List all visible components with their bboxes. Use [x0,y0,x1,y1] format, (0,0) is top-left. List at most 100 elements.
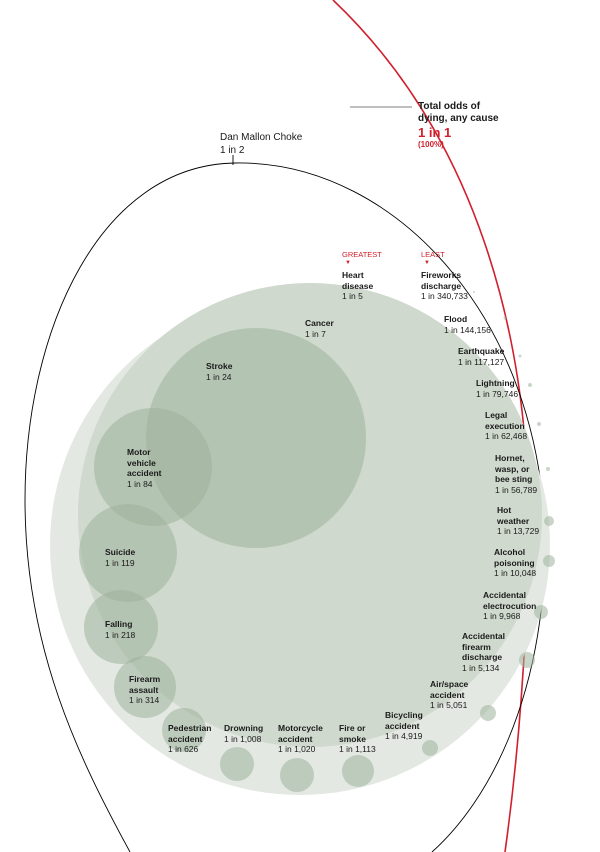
cause-odds: 1 in 5,051 [430,700,468,710]
total-odds-value: 1 in 1 [418,125,452,140]
total-odds-percent: (100%) [418,140,444,149]
label-legal-execution: Legal execution 1 in 62,468 [485,410,527,442]
cause-name: accident [168,733,203,744]
bubble-motor-vehicle-accident [94,408,212,526]
cause-odds: 1 in 314 [129,695,160,705]
cause-name: Cancer [305,318,334,328]
cause-name: accident [430,689,465,700]
label-pedestrian-accident: Pedestrian accident 1 in 626 [168,723,211,755]
cause-name: Legal [485,410,508,420]
label-bicycling-accident: Bicycling accident 1 in 4,919 [385,710,423,742]
cause-name: firearm [462,641,491,652]
cause-odds: 1 in 9,968 [483,611,521,621]
label-lightning: Lightning 1 in 79,746 [476,378,518,399]
label-firearm-assault: Firearm assault 1 in 314 [129,674,160,706]
bubble-accidental-electrocution [534,605,548,619]
dan-name: Dan Mallon Choke [220,132,303,143]
bubble-falling [84,590,158,664]
cause-name: Fire or [339,723,366,733]
cause-name: discharge [421,280,462,291]
cause-name: Falling [105,619,133,629]
label-earthquake: Earthquake 1 in 117,127 [458,346,504,367]
bubble-motorcycle-accident [280,758,314,792]
cause-odds: 1 in 79,746 [476,388,519,399]
cause-name: Hot [497,505,512,515]
greatest-label: GREATEST [342,250,382,259]
cause-name: Lightning [476,378,515,388]
cause-name: Pedestrian [168,723,212,733]
label-heart-disease: Heart disease 1 in 5 [342,270,373,302]
cause-odds: 1 in 1,020 [278,744,316,754]
cause-odds: 1 in 4,919 [385,731,423,741]
cause-name: disease [342,280,374,291]
cause-odds: 1 in 13,729 [497,526,540,536]
cause-odds: 1 in 24 [206,371,232,382]
bubble-bicycling-accident [422,740,438,756]
cause-name: Accidental [462,631,505,641]
cause-name: Bicycling [385,710,423,720]
bubble-alcohol-poisoning [543,555,555,567]
bubble-flood [503,316,507,320]
cause-odds: 1 in 62,468 [485,431,528,441]
label-motorcycle-accident: Motorcycle accident 1 in 1,020 [278,723,323,755]
cause-odds: 1 in 218 [105,629,136,640]
label-motor-vehicle-accident: Motor vehicle accident 1 in 84 [127,447,162,489]
cause-odds: 1 in 117,127 [458,356,505,367]
cause-name: execution [485,420,525,431]
cause-odds: 1 in 10,048 [494,568,537,578]
cause-name: Motor [127,447,151,457]
label-stroke: Stroke 1 in 24 [206,361,232,382]
cause-name: smoke [339,733,366,744]
least-arrow-icon: ▼ [424,260,430,266]
cause-name: Alcohol [494,547,526,557]
dan-label: Dan Mallon Choke 1 in 2 [220,131,302,157]
bubble-legal-execution [537,422,541,426]
bubble-suicide [79,504,177,602]
bubble-earthquake [518,354,522,358]
label-accidental-electrocution: Accidental electrocution 1 in 9,968 [483,590,536,622]
label-fireworks-discharge: Fireworks discharge 1 in 340,733 [421,270,468,302]
cause-name: assault [129,684,159,695]
cause-name: Motorcycle [278,723,323,733]
cause-odds: 1 in 1,113 [339,744,376,754]
cause-odds: 1 in 5,134 [462,662,500,673]
label-flood: Flood 1 in 144,156 [444,314,491,335]
cause-name: Suicide [105,547,136,557]
cause-name: wasp, or [495,463,530,474]
label-fire-or-smoke: Fire or smoke 1 in 1,113 [339,723,376,755]
bubble-lightning [528,383,532,387]
total-odds-label: Total odds of dying, any cause 1 in 1 (1… [418,101,499,151]
total-title-line2: dying, any cause [418,113,499,124]
label-accidental-firearm-discharge: Accidental firearm discharge 1 in 5,134 [462,631,505,673]
total-title-line1: Total odds of [418,101,481,112]
cause-name: poisoning [494,557,535,568]
cause-odds: 1 in 56,789 [495,484,538,495]
cause-name: Flood [444,314,468,324]
label-drowning: Drowning 1 in 1,008 [224,723,263,744]
cause-name: bee sting [495,474,533,484]
cause-name: discharge [462,652,503,662]
label-hot-weather: Hot weather 1 in 13,729 [497,505,539,537]
label-hornet-wasp-or-bee-sting: Hornet, wasp, or bee sting 1 in 56,789 [495,453,537,495]
cause-odds: 1 in 144,156 [444,324,491,335]
cause-odds: 1 in 84 [127,478,153,489]
label-air-space-accident: Air/space accident 1 in 5,051 [430,679,468,711]
cause-name: Earthquake [458,346,505,356]
cause-name: Fireworks [421,270,462,280]
dan-mallon-ring [24,162,546,852]
cause-name: Drowning [224,723,264,733]
cause-name: Firearm [129,674,161,684]
dan-odds: 1 in 2 [220,145,245,156]
bubble-firearm-assault [114,656,176,718]
bubble-hot-weather [544,516,554,526]
cause-odds: 1 in 1,008 [224,733,262,744]
bubble-pedestrian-accident [162,708,206,752]
cause-odds: 1 in 7 [305,328,326,339]
bubble-fire-or-smoke [342,755,374,787]
cause-name: Accidental [483,590,526,600]
cause-name: accident [127,468,162,478]
greatest-arrow-icon: ▼ [345,260,351,266]
label-falling: Falling 1 in 218 [105,619,135,640]
